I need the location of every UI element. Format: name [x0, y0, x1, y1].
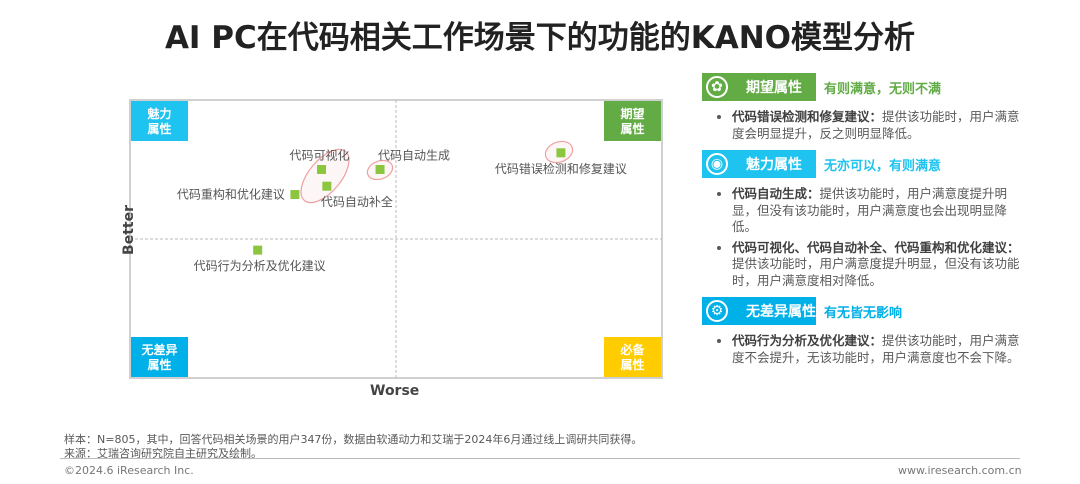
attribute-subtitle: 有则满意，无则不满 [824, 81, 942, 97]
data-point [253, 245, 263, 255]
quadrant-label: 属性 [147, 121, 171, 136]
attribute-item: 代码可视化、代码自动补全、代码重构和优化建议：提供该功能时，用户满意度提升明显，… [732, 240, 1022, 290]
data-point [375, 165, 385, 174]
quadrant-label: 属性 [147, 357, 171, 372]
feature-description: 提供该功能时，用户满意度提升明显，但没有该功能时，用户满意度也会出现明显降低。 [732, 186, 1008, 234]
data-point-label: 代码自动补全 [321, 194, 393, 209]
attribute-items: 代码错误检测和修复建议：提供该功能时，用户满意度会明显提升，反之则明显降低。 [702, 109, 1022, 142]
ring-icon: ✿ [706, 76, 728, 98]
attribute-legend: ✿ 期望属性 有则满意，无则不满代码错误检测和修复建议：提供该功能时，用户满意度会明… [702, 73, 1022, 374]
feature-name: 代码自动生成： [732, 186, 820, 201]
data-point-label: 代码可视化 [290, 148, 350, 163]
attribute-subtitle: 无亦可以，有则满意 [824, 158, 942, 174]
gear-icon: ⚙ [706, 300, 728, 322]
legend-header: ◉ 魅力属性 无亦可以，有则满意 [702, 150, 1022, 178]
data-point-label: 代码行为分析及优化建议 [194, 259, 326, 273]
quadrant-label: 必备 [619, 342, 645, 357]
attribute-item: 代码行为分析及优化建议：提供该功能时，用户满意度不会提升，无该功能时，用户满意度… [732, 333, 1022, 366]
quadrant-label-box [131, 337, 188, 377]
quadrant-label: 无差异 [140, 342, 177, 357]
quadrant-label: 魅力 [147, 106, 171, 121]
data-point [556, 148, 566, 158]
data-point [322, 181, 332, 191]
attribute-badge: ⚙ 无差异属性 [702, 297, 816, 325]
website-url: www.iresearch.com.cn [898, 464, 1022, 477]
quadrant-label-box [604, 337, 661, 377]
source-note: 来源：艾瑞咨询研究院自主研究及绘制。 [64, 447, 262, 460]
attribute-badge: ◉ 魅力属性 [702, 150, 816, 178]
data-point-label: 代码重构和优化建议 [177, 187, 285, 202]
feature-name: 代码错误检测和修复建议： [732, 109, 883, 124]
highlight-ellipse [300, 148, 350, 204]
kano-scatter-chart: 魅力属性期望属性无差异属性必备属性代码可视化代码自动补全代码重构和优化建议代码自… [129, 99, 663, 379]
quadrant-label: 期望 [620, 106, 644, 121]
y-axis-label: Better [120, 205, 137, 255]
attribute-name: 期望属性 [746, 80, 802, 96]
quadrant-label: 属性 [620, 121, 644, 136]
data-point-label: 代码错误检测和修复建议 [495, 161, 627, 176]
legend-header: ✿ 期望属性 有则满意，无则不满 [702, 73, 1022, 101]
surprised-face-icon: ◉ [706, 153, 728, 175]
quadrant-label: 属性 [620, 357, 644, 372]
x-axis-label: Worse [370, 383, 420, 399]
feature-name: 代码可视化、代码自动补全、代码重构和优化建议： [732, 239, 1020, 255]
legend-header: ⚙ 无差异属性 有无皆无影响 [702, 297, 1022, 325]
feature-description: 提供该功能时，用户满意度不会提升，无该功能时，用户满意度也不会下降。 [732, 333, 1020, 365]
feature-name: 代码行为分析及优化建议： [732, 333, 883, 348]
attribute-item: 代码自动生成：提供该功能时，用户满意度提升明显，但没有该功能时，用户满意度也会出… [732, 186, 1022, 236]
data-point [290, 190, 300, 200]
attribute-items: 代码自动生成：提供该功能时，用户满意度提升明显，但没有该功能时，用户满意度也会出… [702, 186, 1022, 289]
quadrant-label-box [131, 101, 188, 141]
data-point-label: 代码自动生成 [378, 149, 450, 163]
feature-description: 提供该功能时，用户满意度会明显提升，反之则明显降低。 [732, 109, 1020, 141]
footer-divider [60, 458, 1020, 459]
attribute-name: 无差异属性 [746, 304, 816, 320]
sample-note: 样本：N=805，其中，回答代码相关场景的用户347份，数据由软通动力和艾瑞于2… [64, 433, 643, 446]
quadrant-label-box [604, 101, 661, 141]
attribute-items: 代码行为分析及优化建议：提供该功能时，用户满意度不会提升，无该功能时，用户满意度… [702, 333, 1022, 366]
feature-description: 提供该功能时，用户满意度提升明显，但没有该功能时，用户满意度相对降低。 [732, 256, 1020, 288]
page-title: AI PC在代码相关工作场景下的功能的KANO模型分析 [164, 20, 916, 56]
data-point [317, 165, 327, 174]
attribute-name: 魅力属性 [746, 157, 802, 173]
attribute-badge: ✿ 期望属性 [702, 73, 816, 101]
attribute-item: 代码错误检测和修复建议：提供该功能时，用户满意度会明显提升，反之则明显降低。 [732, 109, 1022, 142]
copyright: ©2024.6 iResearch Inc. [64, 464, 194, 477]
attribute-subtitle: 有无皆无影响 [824, 305, 903, 321]
